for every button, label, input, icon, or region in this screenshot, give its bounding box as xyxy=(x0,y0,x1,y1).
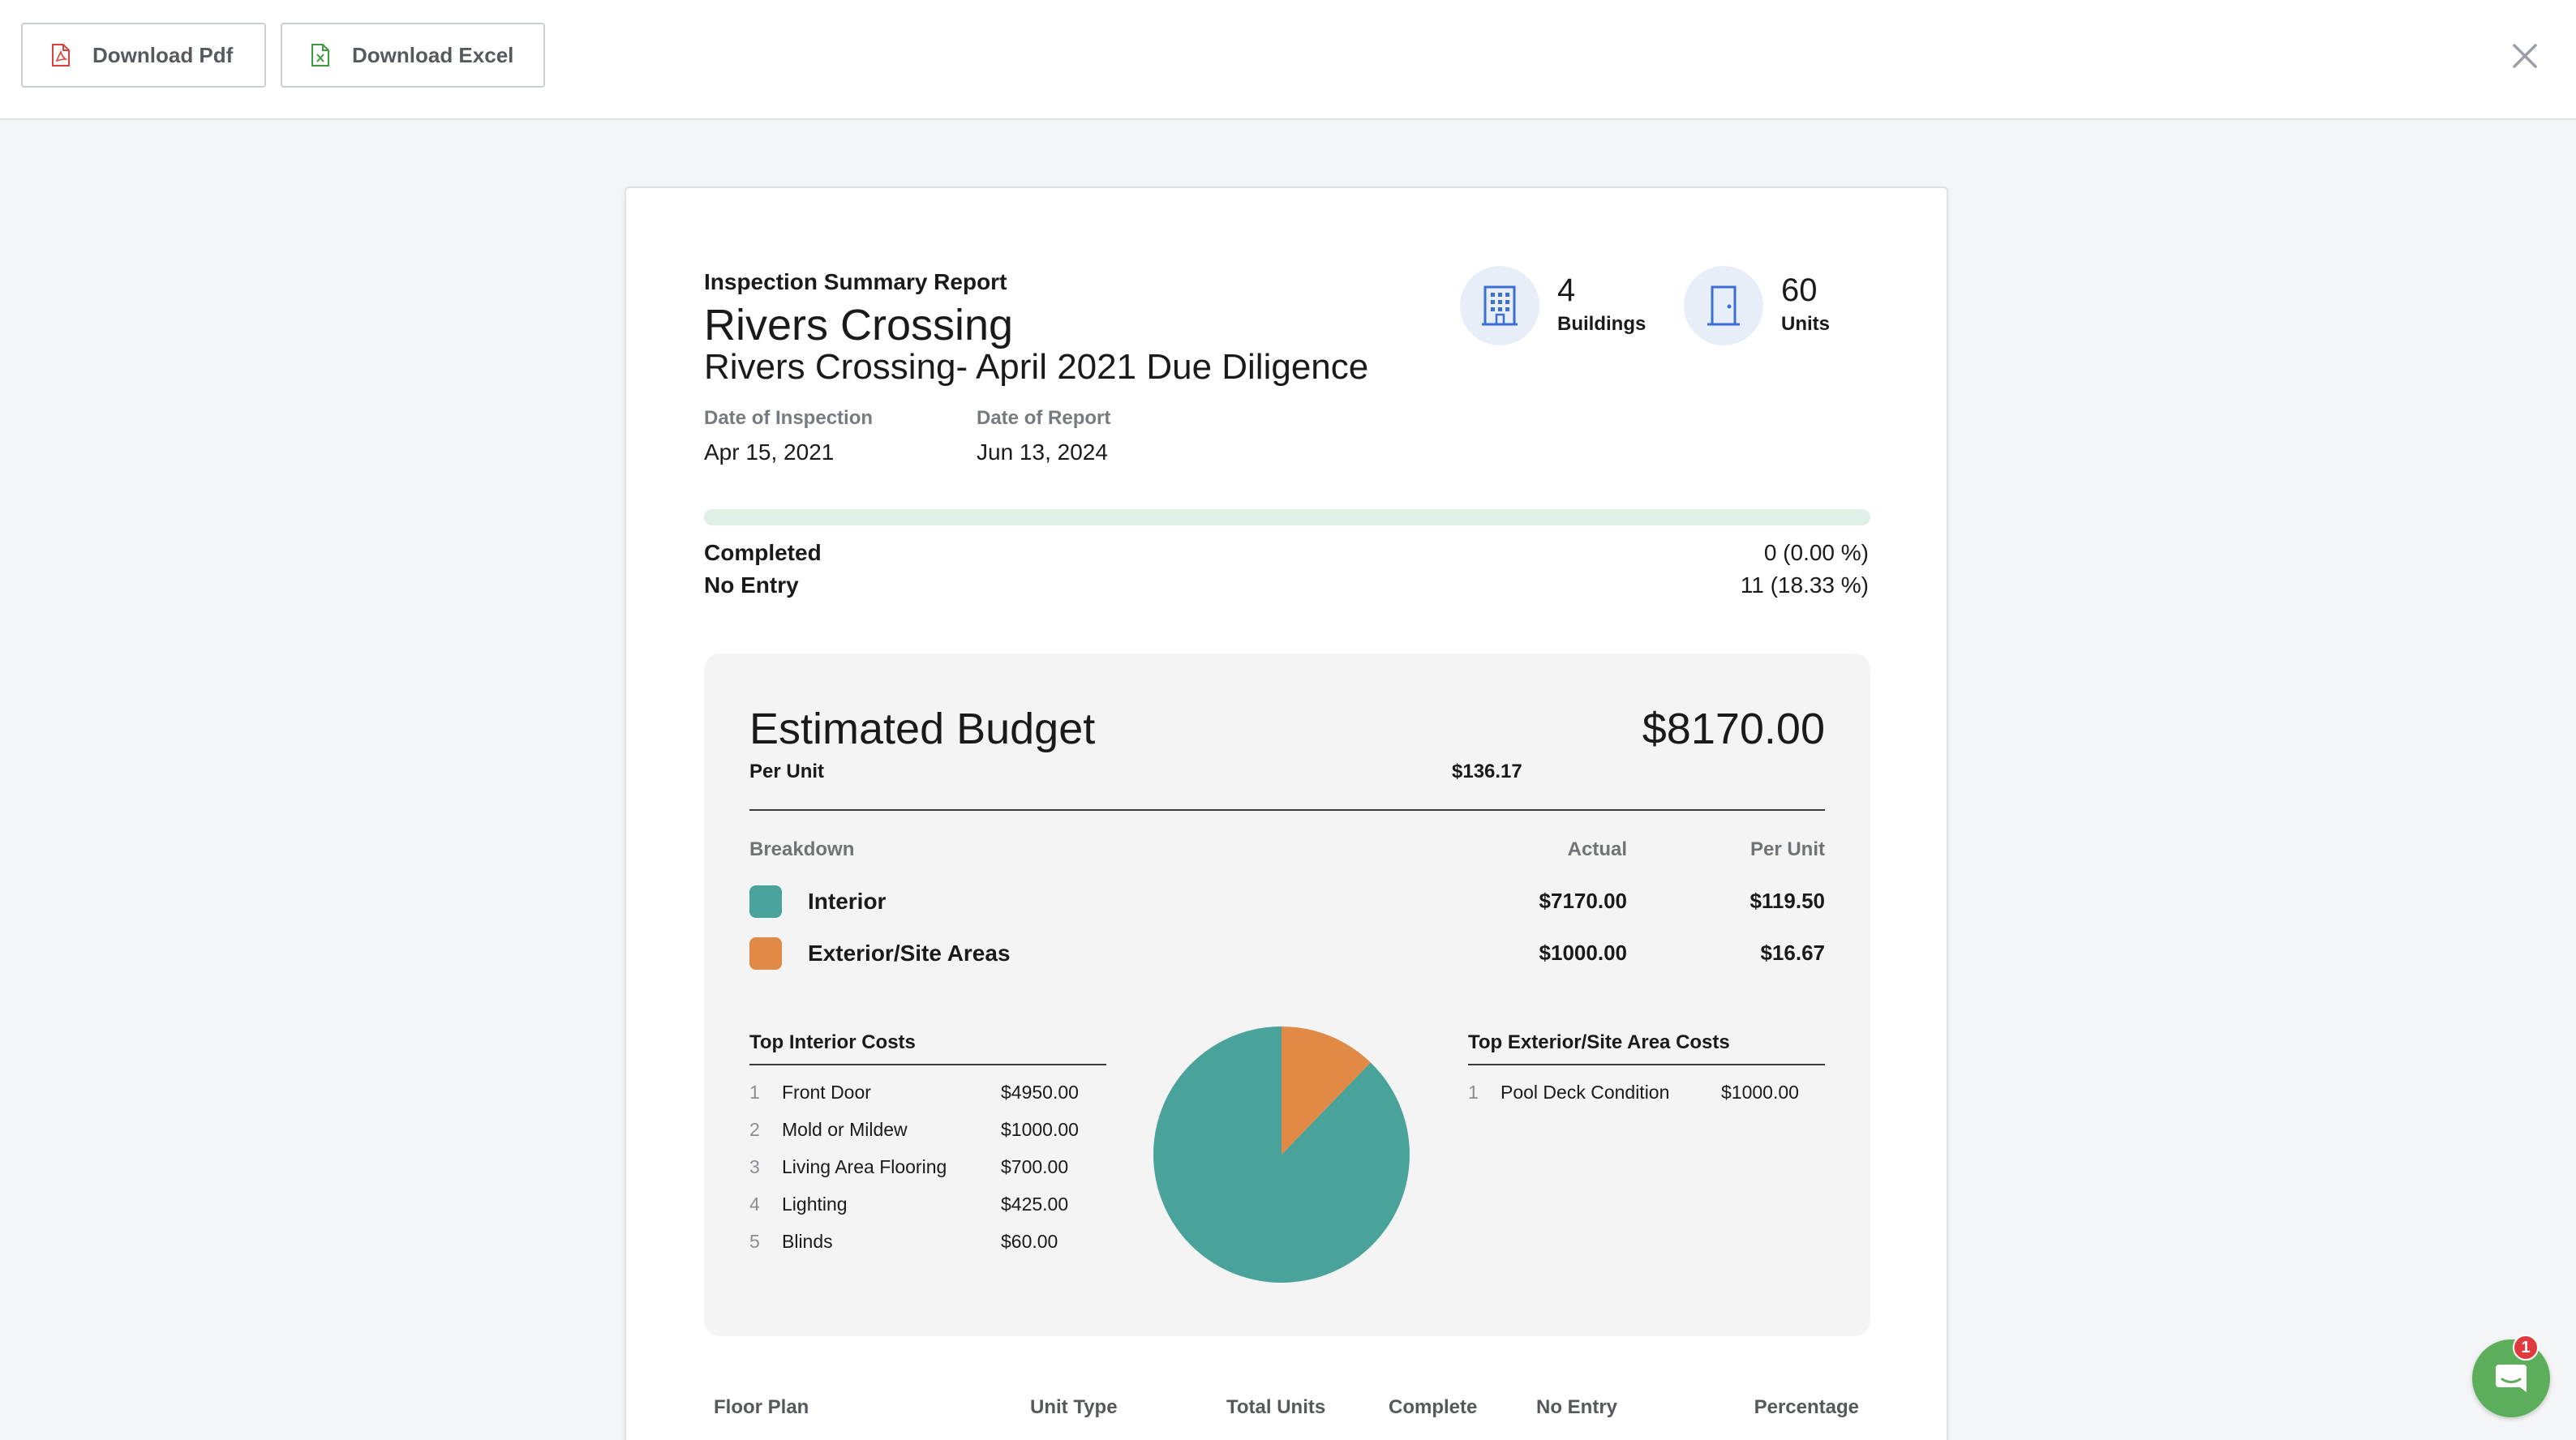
col-percentage: Percentage xyxy=(1754,1396,1859,1418)
inspection-subtitle: Rivers Crossing- April 2021 Due Diligenc… xyxy=(704,347,1369,387)
estimated-budget-panel: Estimated Budget $8170.00 Per Unit $136.… xyxy=(704,654,1870,1336)
interior-actual-value: $7170.00 xyxy=(1539,889,1627,913)
budget-divider xyxy=(749,809,1825,811)
download-excel-button[interactable]: Download Excel xyxy=(281,23,545,88)
col-total-units: Total Units xyxy=(1226,1396,1326,1418)
budget-title: Estimated Budget xyxy=(749,705,1096,753)
breakdown-header: Breakdown xyxy=(749,838,855,860)
exterior-actual-value: $1000.00 xyxy=(1539,941,1627,965)
interior-per-unit-value: $119.50 xyxy=(1750,889,1825,913)
download-excel-label: Download Excel xyxy=(352,42,514,67)
door-icon xyxy=(1707,285,1740,326)
date-of-inspection-value: Apr 15, 2021 xyxy=(704,439,835,465)
budget-pie-chart xyxy=(1153,1026,1410,1283)
actual-header: Actual xyxy=(1567,838,1627,860)
exterior-category-label: Exterior/Site Areas xyxy=(808,941,1011,966)
budget-per-unit-label: Per Unit xyxy=(749,761,825,782)
top-toolbar: Download Pdf Download Excel xyxy=(0,0,2576,120)
units-label: Units xyxy=(1781,313,1830,335)
top-interior-costs-title: Top Interior Costs xyxy=(749,1031,916,1053)
date-of-report-value: Jun 13, 2024 xyxy=(977,439,1108,465)
date-of-report-label: Date of Report xyxy=(977,407,1111,429)
chat-launcher-button[interactable]: 1 xyxy=(2472,1335,2550,1417)
col-complete: Complete xyxy=(1389,1396,1478,1418)
units-stat-badge xyxy=(1684,266,1763,345)
close-icon[interactable] xyxy=(2505,36,2545,76)
top-exterior-costs-title: Top Exterior/Site Area Costs xyxy=(1468,1031,1730,1053)
buildings-count: 4 xyxy=(1557,272,1576,308)
property-title: Rivers Crossing xyxy=(704,301,1014,349)
download-pdf-label: Download Pdf xyxy=(92,42,234,67)
budget-per-unit-value: $136.17 xyxy=(1452,761,1522,782)
top-exterior-divider xyxy=(1468,1064,1825,1065)
units-count: 60 xyxy=(1781,272,1818,308)
completion-progress-bar xyxy=(704,509,1870,525)
list-item: 5 Blinds $60.00 xyxy=(749,1230,1058,1252)
report-card: Inspection Summary Report Rivers Crossin… xyxy=(625,186,1948,1440)
building-icon xyxy=(1482,285,1518,326)
per-unit-header: Per Unit xyxy=(1750,838,1825,860)
pie-slice-exterior-site-areas xyxy=(1282,1026,1371,1155)
buildings-stat-badge xyxy=(1460,266,1539,345)
list-item: 3 Living Area Flooring $700.00 xyxy=(749,1155,1069,1177)
col-unit-type: Unit Type xyxy=(1030,1396,1118,1418)
interior-category-label: Interior xyxy=(808,889,887,914)
list-item: 1 Front Door $4950.00 xyxy=(749,1081,1079,1103)
top-interior-divider xyxy=(749,1064,1106,1065)
pdf-file-icon xyxy=(52,44,70,66)
no-entry-value: 11 (18.33 %) xyxy=(1740,572,1869,598)
list-item: 2 Mold or Mildew $1000.00 xyxy=(749,1118,1079,1140)
download-pdf-button[interactable]: Download Pdf xyxy=(21,23,266,88)
report-kicker: Inspection Summary Report xyxy=(704,269,1007,294)
list-item: 4 Lighting $425.00 xyxy=(749,1193,1069,1215)
buildings-label: Buildings xyxy=(1557,313,1646,335)
no-entry-label: No Entry xyxy=(704,572,799,598)
exterior-per-unit-value: $16.67 xyxy=(1760,941,1825,965)
completed-value: 0 (0.00 %) xyxy=(1763,540,1869,565)
col-floor-plan: Floor Plan xyxy=(714,1396,809,1418)
col-no-entry: No Entry xyxy=(1536,1396,1618,1418)
list-item: 1 Pool Deck Condition $1000.00 xyxy=(1468,1081,1799,1103)
chat-icon xyxy=(2496,1365,2527,1392)
pie-slice-interior xyxy=(1153,1026,1410,1283)
notification-badge: 1 xyxy=(2513,1335,2539,1361)
budget-total: $8170.00 xyxy=(1642,705,1825,753)
date-of-inspection-label: Date of Inspection xyxy=(704,407,874,429)
excel-file-icon xyxy=(311,44,329,66)
exterior-swatch xyxy=(749,937,782,970)
completed-label: Completed xyxy=(704,540,822,565)
interior-swatch xyxy=(749,885,782,918)
